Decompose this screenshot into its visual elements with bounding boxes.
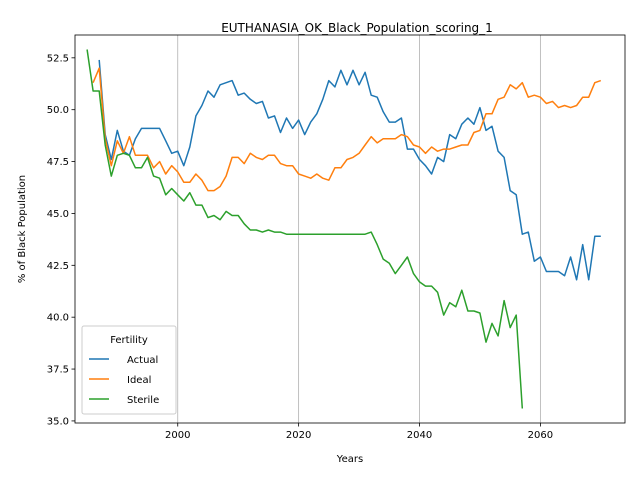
x-tick-label: 2060 (528, 430, 553, 441)
y-tick-label: 50.0 (47, 105, 69, 116)
x-tick-label: 2000 (165, 430, 190, 441)
y-tick-label: 52.5 (47, 53, 69, 64)
x-axis-ticks: 2000 2020 2040 2060 (165, 423, 553, 441)
legend-label-ideal: Ideal (127, 375, 151, 386)
y-tick-label: 45.0 (47, 209, 69, 220)
x-axis-label: Years (336, 454, 363, 465)
y-tick-label: 37.5 (47, 365, 69, 376)
x-tick-label: 2020 (286, 430, 311, 441)
series-line-ideal (92, 67, 602, 192)
y-tick-label: 40.0 (47, 313, 69, 324)
plot-frame (74, 34, 626, 424)
series-lines (86, 49, 602, 409)
legend-box (81, 325, 177, 415)
y-tick-label: 47.5 (47, 157, 69, 168)
y-tick-label: 42.5 (47, 261, 69, 272)
x-gridlines (177, 35, 541, 423)
y-axis-ticks: 35.0 37.5 40.0 42.5 45.0 47.5 50.0 52.5 (47, 53, 75, 427)
legend-label-actual: Actual (127, 355, 158, 366)
y-tick-label: 35.0 (47, 416, 69, 427)
x-tick-label: 2040 (407, 430, 432, 441)
chart-title: EUTHANASIA_OK_Black_Population_scoring_1 (221, 21, 493, 35)
series-line-actual (98, 59, 601, 281)
legend-title: Fertility (110, 335, 148, 346)
series-line-sterile (86, 49, 524, 409)
y-axis-label: % of Black Population (17, 175, 28, 283)
legend: Fertility Actual Ideal Sterile (81, 325, 177, 415)
legend-label-sterile: Sterile (127, 395, 159, 406)
